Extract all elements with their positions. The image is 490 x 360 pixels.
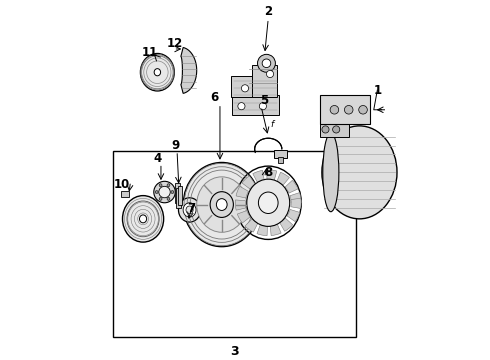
Circle shape: [154, 181, 175, 203]
Text: 12: 12: [167, 37, 183, 50]
Bar: [178, 186, 182, 205]
Circle shape: [267, 71, 273, 78]
Bar: [176, 189, 181, 208]
Circle shape: [159, 186, 170, 198]
Ellipse shape: [217, 199, 227, 211]
Wedge shape: [290, 193, 301, 203]
Wedge shape: [236, 186, 248, 198]
Ellipse shape: [186, 206, 193, 214]
Circle shape: [167, 184, 170, 186]
Text: 7: 7: [187, 202, 196, 215]
Circle shape: [238, 103, 245, 110]
Wedge shape: [277, 172, 290, 185]
Bar: [320, 122, 349, 136]
Text: 1: 1: [373, 84, 381, 96]
Wedge shape: [257, 224, 268, 236]
Ellipse shape: [140, 215, 147, 223]
Circle shape: [262, 59, 271, 68]
Ellipse shape: [183, 203, 196, 217]
Circle shape: [322, 126, 329, 133]
Circle shape: [259, 103, 267, 110]
Wedge shape: [245, 219, 258, 232]
Circle shape: [359, 105, 368, 114]
Ellipse shape: [122, 195, 164, 242]
Circle shape: [167, 197, 170, 200]
Wedge shape: [270, 224, 281, 235]
Bar: [113, 151, 356, 337]
Circle shape: [155, 190, 158, 193]
Bar: [175, 183, 179, 203]
Text: 4: 4: [153, 152, 162, 165]
FancyBboxPatch shape: [231, 76, 252, 97]
Circle shape: [333, 126, 340, 133]
Circle shape: [258, 54, 275, 72]
Wedge shape: [285, 180, 298, 193]
Ellipse shape: [210, 192, 233, 217]
Text: f: f: [270, 120, 273, 129]
Circle shape: [159, 184, 162, 186]
Circle shape: [242, 85, 248, 92]
Circle shape: [171, 190, 174, 193]
Text: 8: 8: [264, 166, 272, 179]
Wedge shape: [253, 170, 264, 183]
Wedge shape: [280, 218, 293, 231]
Text: 6: 6: [211, 91, 219, 104]
Circle shape: [159, 197, 162, 200]
Text: 5: 5: [261, 94, 269, 107]
Text: 2: 2: [264, 5, 272, 18]
Ellipse shape: [322, 126, 397, 219]
Ellipse shape: [154, 69, 161, 76]
Text: 3: 3: [230, 345, 239, 358]
Wedge shape: [237, 211, 250, 223]
Ellipse shape: [323, 133, 339, 212]
Ellipse shape: [196, 177, 247, 232]
Wedge shape: [242, 176, 255, 189]
FancyBboxPatch shape: [252, 65, 277, 97]
Circle shape: [344, 105, 353, 114]
Polygon shape: [181, 48, 196, 93]
Text: 9: 9: [171, 139, 179, 152]
Wedge shape: [267, 170, 277, 181]
Ellipse shape: [141, 53, 174, 91]
Ellipse shape: [247, 179, 290, 226]
Bar: [278, 157, 283, 163]
FancyBboxPatch shape: [232, 95, 279, 115]
Text: 11: 11: [142, 46, 158, 59]
Ellipse shape: [178, 198, 200, 222]
Bar: [320, 95, 370, 124]
Wedge shape: [291, 198, 301, 208]
Wedge shape: [287, 210, 300, 222]
Ellipse shape: [183, 162, 260, 247]
Text: 10: 10: [114, 179, 130, 192]
Bar: [273, 150, 287, 158]
Circle shape: [330, 105, 339, 114]
Ellipse shape: [258, 192, 278, 213]
Wedge shape: [235, 200, 246, 210]
Bar: [121, 191, 129, 197]
